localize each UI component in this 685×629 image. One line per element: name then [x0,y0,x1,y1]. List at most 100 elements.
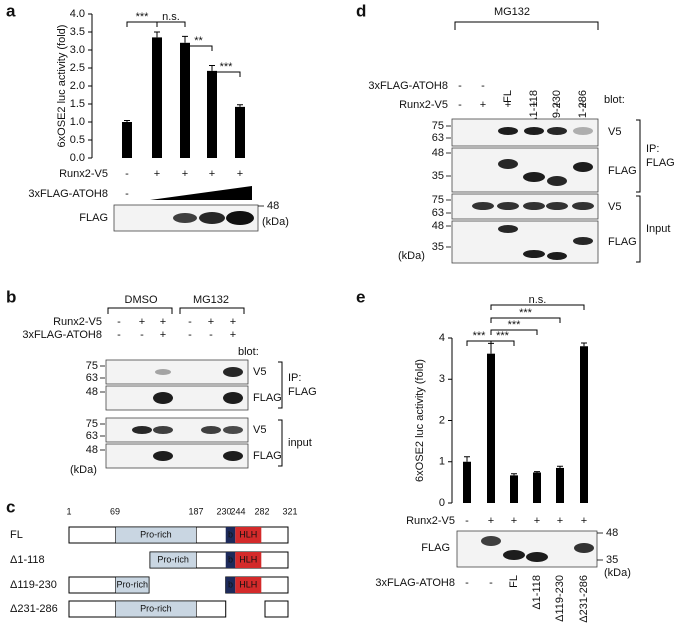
basic [225,577,236,593]
y-tick-label: 3 [439,373,445,385]
error-bar [534,471,540,473]
row-label: Runx2-V5 [399,99,448,111]
hlh [235,527,262,543]
lane-label: FL [502,90,514,103]
sign: - [465,577,469,589]
bracket [107,307,173,314]
sign: + [557,515,563,527]
sign: - [465,515,469,527]
construct-label: Δ231-286 [10,603,58,615]
band [223,367,243,377]
y-tick-label: 1.5 [70,98,85,110]
band [526,552,548,562]
error-bar [124,120,130,122]
band [223,392,243,404]
band [547,127,567,135]
band [523,202,545,210]
sig-bracket [156,21,186,27]
domain-label: b [228,579,233,589]
lane-label: FL [508,575,520,588]
position: 69 [110,506,120,516]
row-label: Runx2-V5 [406,515,455,527]
sign: + [237,168,243,180]
domain-label: Pro-rich [117,579,149,589]
group-bracket [278,419,283,467]
marker: 75 [432,120,444,132]
domain-label: b [228,529,233,539]
bar [207,70,217,158]
blot-label: FLAG [253,450,282,462]
marker: 63 [86,372,98,384]
sign: - [117,316,121,328]
sign: - [209,329,213,341]
band [132,426,152,434]
row-label: Runx2-V5 [59,168,108,180]
sign: - [125,188,129,200]
sig-label: *** [136,11,150,23]
band [153,392,173,404]
band [498,159,518,169]
blot-label: V5 [253,424,266,436]
domain-label: Pro-rich [140,603,172,613]
sign: - [489,577,493,589]
y-tick-label: 3.5 [70,26,85,38]
y-tick-label: 2.5 [70,62,85,74]
sign: + [160,316,166,328]
basic [225,527,236,543]
sign: + [230,316,236,328]
band [573,237,593,245]
blot-label: FLAG [421,542,450,554]
band [573,127,593,135]
bar [556,467,564,503]
sign: + [230,329,236,341]
error-bar [182,35,188,43]
lane-label: Δ231-286 [578,575,590,623]
sign: + [480,99,486,111]
sign: - [188,329,192,341]
pro-rich [115,576,150,594]
sign: - [481,80,485,92]
band [498,127,518,135]
unit: (kDa) [70,464,97,476]
group-bracket [636,195,641,263]
sign: - [188,316,192,328]
unit: (kDa) [262,216,289,228]
band [201,426,221,434]
sign: + [554,99,560,111]
y-tick-label: 4.0 [70,8,85,20]
sig-bracket [184,45,213,51]
sig-bracket [490,317,561,323]
protein-box [264,600,289,618]
band [173,213,197,223]
marker: 35 [432,170,444,182]
group-bracket [636,119,641,193]
sign: - [458,99,462,111]
blot-header: blot: [238,346,259,358]
domain-label: b [228,554,233,564]
sig-label: *** [519,307,533,319]
bar [510,475,518,503]
band [481,536,501,546]
domain-label: HLH [239,529,257,539]
panel-letter: d [356,1,366,20]
blot-label: V5 [608,201,621,213]
blot-label: V5 [608,126,621,138]
marker: 35 [432,241,444,253]
error-bar [511,473,517,476]
domain-label: HLH [239,579,257,589]
blot-label: FLAG [79,212,108,224]
blot [456,530,598,568]
sig-label: n.s. [529,294,547,306]
construct-label: FL [10,529,23,541]
unit: (kDa) [604,567,631,579]
sign: + [160,329,166,341]
pro-rich [115,600,197,618]
sig-bracket [490,329,538,335]
error-bar [154,31,160,38]
sig-bracket [490,340,515,346]
bracket [179,307,245,314]
domain-label: HLH [239,554,257,564]
band [503,550,525,560]
band [223,451,243,461]
